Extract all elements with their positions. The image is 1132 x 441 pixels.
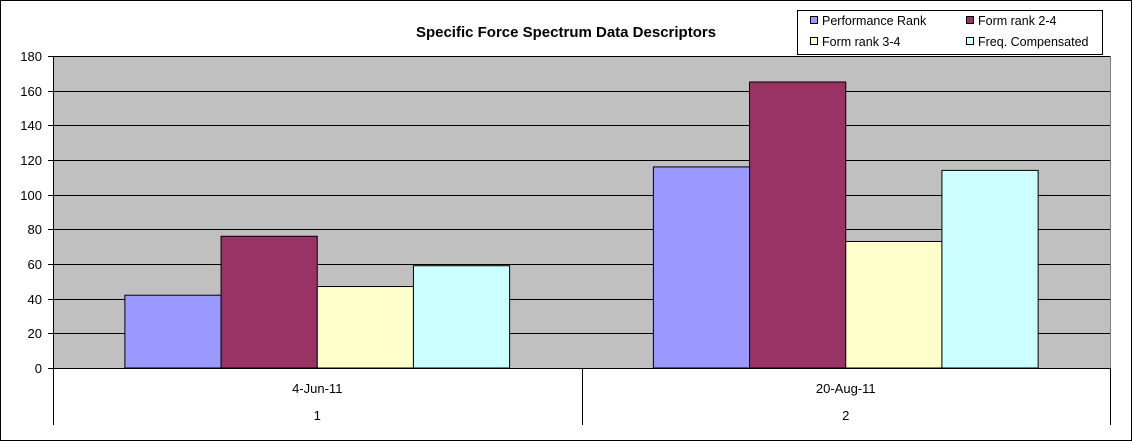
- legend-box: [797, 10, 1103, 55]
- y-tick-label: 120: [20, 153, 42, 168]
- y-tick-label: 80: [28, 222, 42, 237]
- legend-label: Freq. Compensated: [978, 35, 1089, 49]
- y-tick-label: 0: [35, 361, 42, 376]
- legend-swatch: [966, 37, 974, 45]
- legend-label: Performance Rank: [822, 14, 927, 28]
- legend: Performance Rank Form rank 2-4 Form rank 3…: [797, 10, 1103, 55]
- legend-swatch: [966, 16, 974, 24]
- bar-freq-compensated-1: [412, 265, 511, 369]
- legend-swatch: [810, 37, 818, 45]
- bar-form-rank-3-4-2: [845, 240, 943, 369]
- bar-freq-compensated-2: [941, 169, 1039, 369]
- bar-performance-rank-2: [652, 166, 751, 369]
- x-category-label: 4-Jun-11: [292, 381, 342, 396]
- legend-label: Form rank 2-4: [978, 14, 1057, 28]
- y-tick-label: 140: [20, 118, 42, 133]
- bar-form-rank-2-4-2: [749, 81, 847, 369]
- bar-form-rank-3-4-1: [316, 286, 414, 369]
- legend-swatch: [810, 16, 818, 24]
- x-category-sublabel: 1: [314, 408, 321, 423]
- bars: [124, 81, 1039, 369]
- x-category-sublabel: 2: [842, 408, 849, 423]
- y-tick-label: 60: [28, 257, 42, 272]
- y-tick-label: 20: [28, 326, 42, 341]
- chart-title: Specific Force Spectrum Data Descriptors: [416, 24, 716, 41]
- bar-form-rank-2-4-1: [220, 235, 318, 369]
- y-tick-label: 40: [28, 292, 42, 307]
- x-category-label: 20-Aug-11: [816, 381, 876, 396]
- bar-performance-rank-1: [124, 294, 222, 369]
- y-tick-label: 180: [20, 49, 42, 64]
- y-tick-label: 160: [20, 84, 42, 99]
- axes: 0 20 40 60 80 100 120 140 160 180 4-Jun-11 1 20-Aug-…: [20, 49, 1111, 425]
- y-tick-label: 100: [20, 188, 42, 203]
- legend-label: Form rank 3-4: [822, 35, 901, 49]
